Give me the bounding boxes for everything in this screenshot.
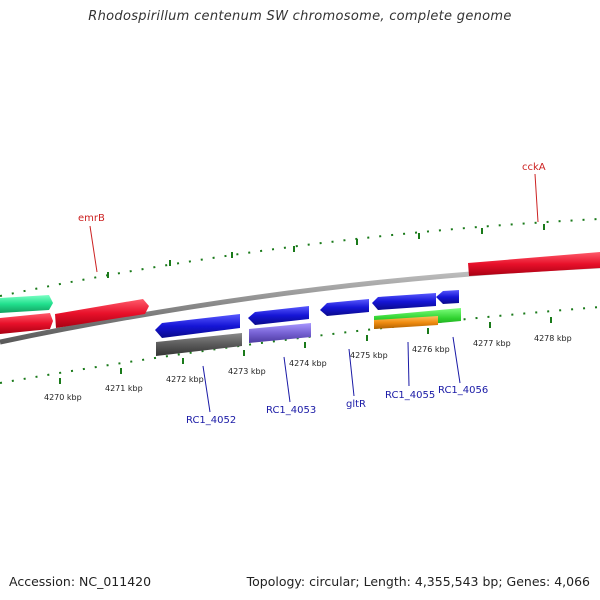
gene-RC1_4055[interactable]	[372, 293, 436, 310]
forward-strand-genes	[0, 252, 600, 334]
scale-label-4270: 4270 kbp	[44, 393, 82, 402]
gene-emrB[interactable]	[55, 299, 149, 328]
feature-orange[interactable]	[374, 316, 438, 329]
feature-purple[interactable]	[249, 323, 311, 343]
scale-label-4277: 4277 kbp	[473, 339, 511, 348]
gene-label-RC1_4056: RC1_4056	[438, 385, 488, 396]
scale-label-4276: 4276 kbp	[412, 345, 450, 354]
gene-label-RC1_4053: RC1_4053	[266, 405, 316, 416]
gene-label-cckA: cckA	[522, 162, 546, 173]
callout-lines	[89, 173, 539, 413]
gene-RC1_4052[interactable]	[155, 314, 240, 338]
map-title: Rhodospirillum centenum SW chromosome, c…	[88, 9, 512, 24]
gene-red-left[interactable]	[0, 313, 53, 334]
gene-labels: emrB cckA RC1_4052 RC1_4053 gltR RC1_405…	[78, 162, 546, 426]
gene-RC1_4056[interactable]	[436, 290, 459, 304]
scale-label-4274: 4274 kbp	[289, 359, 327, 368]
gene-label-emrB: emrB	[78, 213, 105, 224]
gene-label-RC1_4055: RC1_4055	[385, 390, 435, 401]
feature-gray[interactable]	[156, 333, 242, 356]
inner-scale-ticks	[0, 306, 600, 384]
scale-label-4275: 4275 kbp	[350, 351, 388, 360]
genome-summary: Topology: circular; Length: 4,355,543 bp…	[246, 574, 590, 589]
gene-label-RC1_4052: RC1_4052	[186, 415, 236, 426]
scale-label-4271: 4271 kbp	[105, 384, 143, 393]
scale-label-4273: 4273 kbp	[228, 367, 266, 376]
gene-gltR[interactable]	[320, 299, 369, 316]
reverse-strand-genes	[155, 290, 459, 338]
scale-label-4272: 4272 kbp	[166, 375, 204, 384]
gene-cckA[interactable]	[468, 252, 600, 276]
accession-label: Accession: NC_011420	[9, 574, 152, 589]
feature-annotations	[156, 308, 461, 356]
scale-label-4278: 4278 kbp	[534, 334, 572, 343]
gene-label-gltR: gltR	[346, 399, 366, 410]
scale-labels: 4270 kbp 4271 kbp 4272 kbp 4273 kbp 4274…	[44, 334, 572, 402]
gene-RC1_4053[interactable]	[248, 306, 309, 325]
outer-scale-ticks	[0, 218, 600, 297]
gene-teal-upper[interactable]	[0, 295, 53, 313]
